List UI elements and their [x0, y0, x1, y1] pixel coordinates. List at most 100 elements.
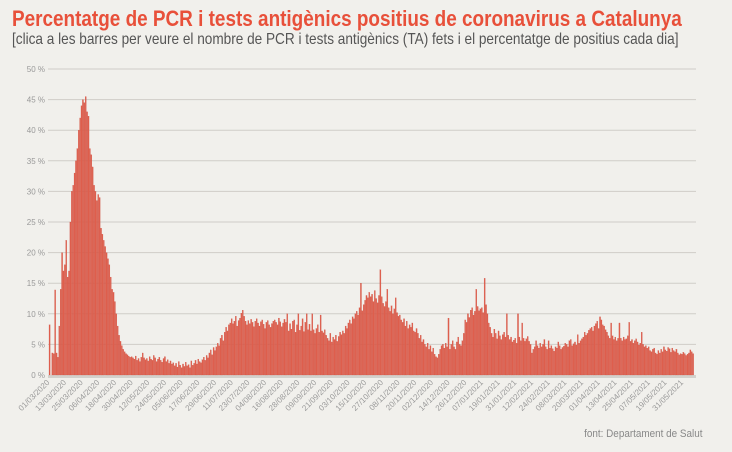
bar[interactable]	[550, 345, 553, 376]
bar[interactable]	[449, 349, 451, 376]
bar[interactable]	[294, 332, 297, 376]
bar[interactable]	[457, 336, 459, 376]
bar[interactable]	[267, 320, 269, 376]
bar[interactable]	[596, 321, 598, 376]
bar[interactable]	[225, 327, 227, 376]
bar[interactable]	[554, 346, 557, 376]
bar[interactable]	[685, 355, 687, 376]
bar[interactable]	[365, 295, 368, 376]
bar[interactable]	[265, 322, 268, 376]
bar[interactable]	[51, 352, 54, 376]
bar[interactable]	[664, 349, 667, 376]
bar[interactable]	[232, 323, 234, 376]
bar[interactable]	[343, 333, 345, 376]
bar[interactable]	[574, 341, 576, 376]
bar[interactable]	[508, 339, 511, 376]
bar[interactable]	[178, 361, 180, 376]
bar[interactable]	[242, 310, 244, 376]
bar[interactable]	[642, 344, 644, 376]
bar[interactable]	[285, 322, 287, 376]
bar[interactable]	[614, 336, 616, 376]
bar[interactable]	[520, 340, 522, 376]
bar[interactable]	[502, 334, 504, 376]
bar[interactable]	[167, 359, 169, 376]
bar[interactable]	[68, 270, 70, 376]
bar[interactable]	[374, 290, 376, 376]
bar[interactable]	[468, 317, 471, 376]
bar[interactable]	[126, 354, 129, 376]
bar[interactable]	[606, 332, 608, 376]
bar[interactable]	[675, 349, 678, 376]
bar[interactable]	[142, 352, 144, 376]
bar[interactable]	[146, 358, 148, 376]
bar[interactable]	[230, 318, 233, 376]
bar[interactable]	[121, 345, 123, 376]
bar[interactable]	[286, 313, 288, 376]
bar[interactable]	[210, 349, 212, 376]
bar[interactable]	[411, 322, 414, 376]
bar[interactable]	[388, 307, 390, 376]
bar[interactable]	[478, 310, 480, 376]
bar[interactable]	[381, 296, 383, 376]
bar[interactable]	[54, 289, 56, 376]
bar[interactable]	[110, 276, 112, 376]
bar[interactable]	[132, 357, 134, 376]
bar[interactable]	[475, 289, 477, 376]
bar[interactable]	[179, 365, 181, 376]
bar[interactable]	[589, 328, 591, 376]
bar[interactable]	[429, 345, 432, 376]
bar[interactable]	[563, 346, 565, 376]
bar[interactable]	[622, 336, 625, 376]
bar[interactable]	[339, 332, 341, 376]
bar[interactable]	[571, 345, 573, 376]
bar[interactable]	[148, 356, 151, 376]
bar[interactable]	[625, 338, 628, 376]
bar[interactable]	[97, 194, 99, 376]
bar[interactable]	[222, 340, 224, 376]
bar[interactable]	[281, 326, 283, 376]
bar[interactable]	[495, 333, 497, 376]
bar[interactable]	[190, 360, 193, 376]
bar[interactable]	[570, 339, 572, 376]
bar[interactable]	[297, 313, 300, 376]
bar[interactable]	[408, 324, 411, 376]
bar[interactable]	[590, 327, 593, 376]
bar[interactable]	[290, 329, 293, 376]
bar[interactable]	[624, 339, 626, 376]
bar[interactable]	[497, 330, 500, 376]
bar[interactable]	[125, 353, 127, 376]
bar[interactable]	[422, 339, 425, 376]
bar[interactable]	[250, 319, 252, 376]
bar[interactable]	[360, 283, 362, 376]
bar[interactable]	[371, 294, 373, 376]
bar[interactable]	[417, 333, 419, 376]
bar[interactable]	[332, 336, 334, 376]
bar[interactable]	[135, 355, 137, 376]
bar[interactable]	[318, 332, 320, 376]
bar[interactable]	[368, 292, 370, 376]
bar[interactable]	[461, 340, 464, 376]
bar[interactable]	[275, 322, 277, 376]
bar[interactable]	[282, 322, 284, 376]
bar[interactable]	[579, 340, 582, 376]
bar[interactable]	[659, 352, 661, 376]
bar[interactable]	[418, 338, 420, 376]
bar[interactable]	[289, 323, 291, 376]
bar[interactable]	[351, 316, 354, 376]
bar[interactable]	[595, 323, 597, 376]
bar[interactable]	[114, 301, 116, 376]
bar[interactable]	[287, 330, 290, 376]
bar[interactable]	[639, 343, 641, 376]
bar[interactable]	[425, 346, 427, 376]
bar[interactable]	[212, 347, 215, 376]
bar[interactable]	[235, 316, 237, 376]
bar[interactable]	[137, 358, 140, 376]
bar[interactable]	[632, 343, 635, 376]
bar[interactable]	[627, 335, 629, 376]
bar[interactable]	[661, 351, 664, 376]
bar[interactable]	[310, 330, 312, 376]
bar[interactable]	[382, 303, 384, 376]
bar[interactable]	[363, 304, 365, 376]
bar[interactable]	[649, 350, 651, 376]
bar[interactable]	[162, 358, 165, 376]
